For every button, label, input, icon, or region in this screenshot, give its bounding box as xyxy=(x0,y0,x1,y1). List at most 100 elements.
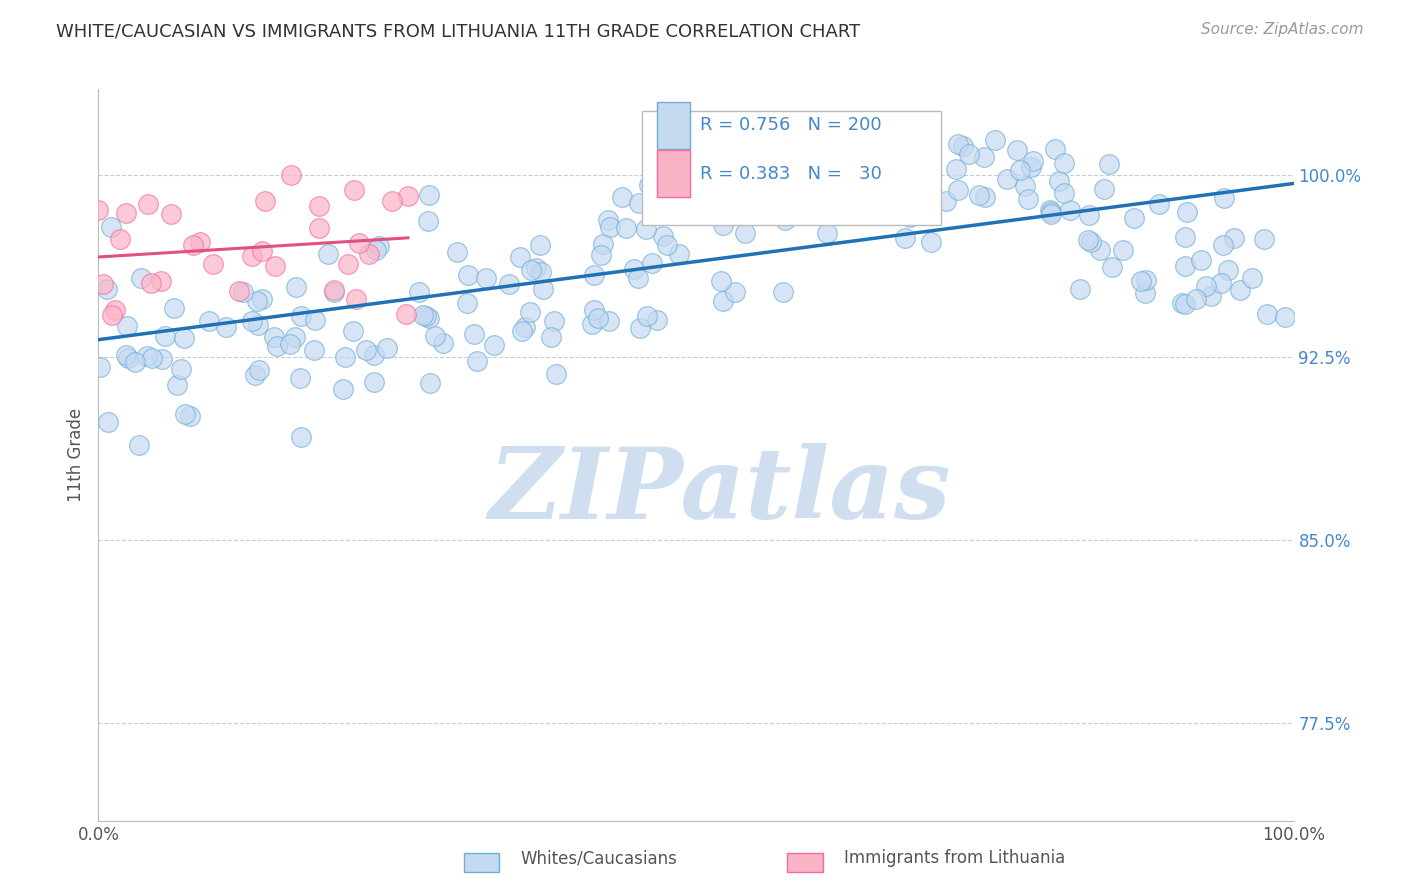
Point xyxy=(342,325,364,339)
Point xyxy=(1147,197,1170,211)
Point xyxy=(246,318,269,332)
Point xyxy=(626,270,648,285)
Point xyxy=(647,312,669,326)
Point xyxy=(636,309,658,323)
Point xyxy=(347,236,370,251)
Point xyxy=(129,270,152,285)
Point xyxy=(150,351,173,366)
Point xyxy=(163,301,186,316)
Point xyxy=(1133,286,1156,301)
Point xyxy=(465,354,488,368)
Point xyxy=(974,190,997,204)
Point xyxy=(614,220,637,235)
Point xyxy=(952,139,974,153)
Point xyxy=(363,375,385,389)
Point xyxy=(1256,307,1278,321)
Point xyxy=(668,247,690,261)
Point xyxy=(529,237,551,252)
Point xyxy=(685,169,707,184)
Point xyxy=(1135,273,1157,287)
Point xyxy=(368,239,391,253)
FancyBboxPatch shape xyxy=(657,150,690,197)
Point xyxy=(995,171,1018,186)
Point xyxy=(280,169,302,183)
Point xyxy=(1195,279,1218,293)
Point xyxy=(775,212,797,227)
Point xyxy=(117,351,139,365)
Point xyxy=(845,202,868,216)
Point xyxy=(290,309,312,323)
Point xyxy=(284,329,307,343)
Point xyxy=(354,343,377,357)
Point xyxy=(242,249,264,263)
Point xyxy=(920,235,942,249)
Point xyxy=(288,371,311,385)
Point xyxy=(711,218,734,232)
Point xyxy=(266,339,288,353)
Point xyxy=(1101,260,1123,274)
Point xyxy=(744,120,766,135)
Point xyxy=(882,198,904,212)
Point xyxy=(1053,155,1076,169)
Point xyxy=(1039,203,1062,218)
Point xyxy=(160,206,183,220)
Point xyxy=(946,137,969,152)
Point xyxy=(887,175,910,189)
Point xyxy=(418,213,440,227)
Point xyxy=(710,274,733,288)
Point xyxy=(1212,237,1234,252)
Point xyxy=(381,194,404,209)
Text: R = 0.383   N =   30: R = 0.383 N = 30 xyxy=(700,165,882,183)
Point xyxy=(101,308,124,322)
Text: Source: ZipAtlas.com: Source: ZipAtlas.com xyxy=(1201,22,1364,37)
Point xyxy=(638,178,661,193)
Point xyxy=(1047,174,1070,188)
Point xyxy=(136,196,159,211)
Point xyxy=(285,279,308,293)
Point xyxy=(484,338,506,352)
Point xyxy=(114,205,136,219)
Point xyxy=(1174,230,1197,244)
Point xyxy=(463,327,485,342)
Point xyxy=(304,313,326,327)
Point xyxy=(946,183,969,197)
Point xyxy=(627,195,650,210)
Point xyxy=(742,172,765,186)
Point xyxy=(141,351,163,366)
Text: ZIPatlas: ZIPatlas xyxy=(489,443,950,540)
Point xyxy=(1170,296,1192,310)
Point xyxy=(1189,252,1212,267)
FancyBboxPatch shape xyxy=(657,102,690,149)
Point xyxy=(357,247,380,261)
Point xyxy=(973,150,995,164)
Point xyxy=(1229,284,1251,298)
Point xyxy=(89,359,111,374)
Point xyxy=(628,321,651,335)
Point xyxy=(366,243,388,257)
Point xyxy=(415,309,437,323)
Point xyxy=(247,363,270,377)
Point xyxy=(804,145,827,160)
Point xyxy=(734,226,756,240)
Point xyxy=(302,343,325,357)
Point xyxy=(796,182,818,196)
Point xyxy=(263,330,285,344)
Point xyxy=(423,329,446,343)
Point xyxy=(87,202,110,217)
Point xyxy=(543,314,565,328)
Point xyxy=(713,197,735,211)
Point xyxy=(1043,142,1066,156)
Point xyxy=(1053,186,1076,201)
Point xyxy=(686,136,709,151)
Point xyxy=(308,199,330,213)
Point xyxy=(446,245,468,260)
Y-axis label: 11th Grade: 11th Grade xyxy=(67,408,86,502)
Point xyxy=(150,275,173,289)
Point xyxy=(1274,310,1296,325)
Text: Immigrants from Lithuania: Immigrants from Lithuania xyxy=(844,849,1064,867)
Point xyxy=(814,159,837,173)
Point xyxy=(115,348,138,362)
Point xyxy=(935,194,957,208)
Point xyxy=(583,303,606,318)
Point xyxy=(772,285,794,299)
